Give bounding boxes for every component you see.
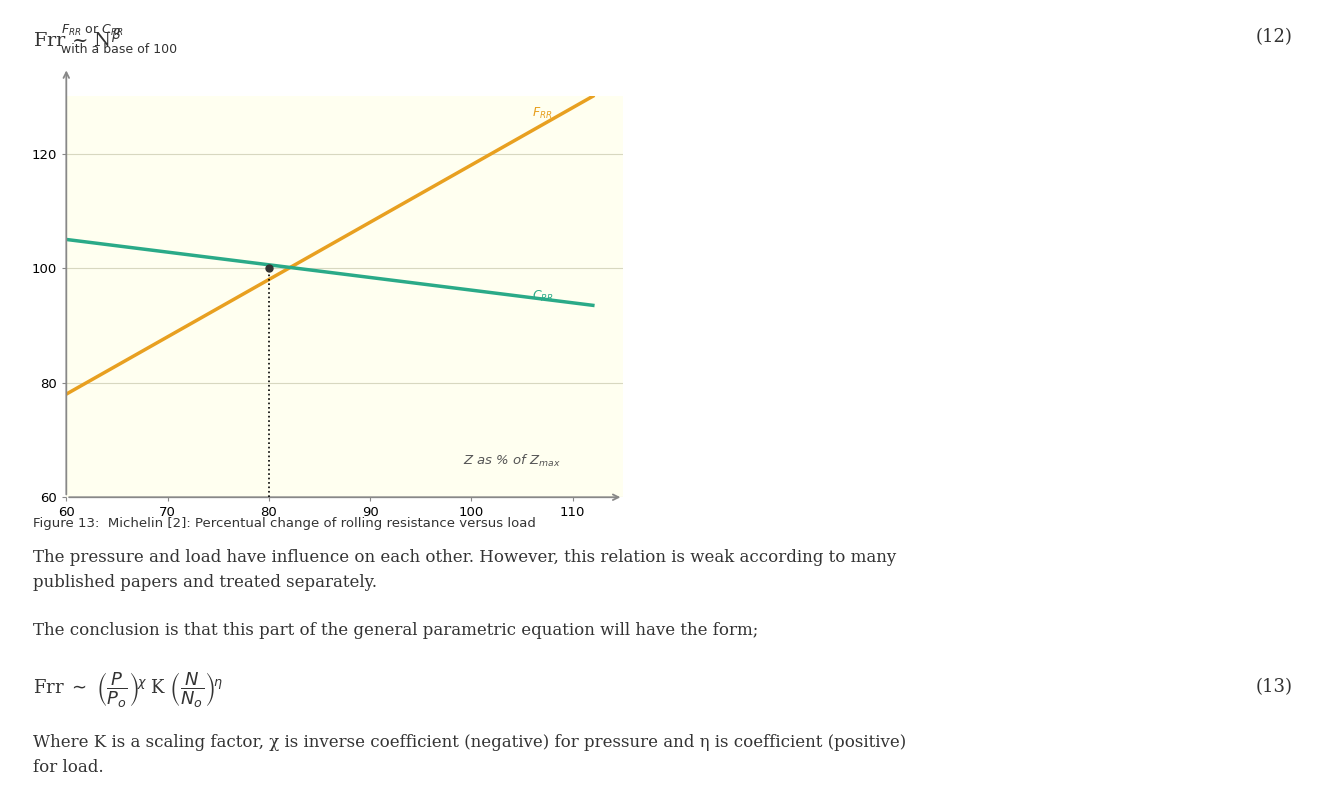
Text: The conclusion is that this part of the general parametric equation will have th: The conclusion is that this part of the …: [33, 622, 758, 638]
Text: (12): (12): [1256, 28, 1293, 46]
Text: Z as % of Z$_{max}$: Z as % of Z$_{max}$: [463, 453, 561, 469]
Text: Where K is a scaling factor, χ is inverse coefficient (negative) for pressure an: Where K is a scaling factor, χ is invers…: [33, 734, 907, 776]
Text: Figure 13:  Michelin [2]: Percentual change of rolling resistance versus load: Figure 13: Michelin [2]: Percentual chan…: [33, 517, 536, 530]
Text: $F_{RR}$ or $C_{RR}$
with a base of 100: $F_{RR}$ or $C_{RR}$ with a base of 100: [61, 23, 176, 56]
Text: (13): (13): [1256, 678, 1293, 695]
Text: The pressure and load have influence on each other. However, this relation is we: The pressure and load have influence on …: [33, 549, 896, 591]
Text: Frr ~ N$^{\beta}$: Frr ~ N$^{\beta}$: [33, 28, 122, 51]
Text: $F_{RR}$: $F_{RR}$: [532, 106, 553, 121]
Text: Frr $\sim$ $\left(\dfrac{P}{P_o}\right)^{\!\chi}$ K $\left(\dfrac{N}{N_o}\right): Frr $\sim$ $\left(\dfrac{P}{P_o}\right)^…: [33, 670, 223, 709]
Text: $C_{RR}$: $C_{RR}$: [532, 290, 554, 304]
